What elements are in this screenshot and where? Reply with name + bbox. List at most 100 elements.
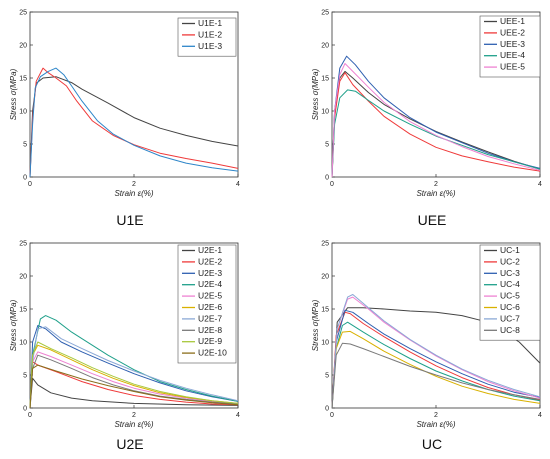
x-tick-label: 2 <box>434 181 438 188</box>
panel-caption: UC <box>422 436 442 452</box>
x-axis-label: Strain ε(%) <box>114 189 153 198</box>
legend-label-u2e-10: U2E-10 <box>198 348 227 358</box>
legend-label-u2e-5: U2E-5 <box>198 291 222 301</box>
y-axis-label: Stress σ(MPa) <box>311 68 320 120</box>
series-line-uee-5 <box>331 63 541 178</box>
x-tick-label: 4 <box>538 412 542 419</box>
y-tick-label: 10 <box>321 109 329 116</box>
y-tick-label: 5 <box>325 373 329 380</box>
x-tick-label: 2 <box>132 181 136 188</box>
y-tick-label: 15 <box>321 76 329 83</box>
legend-label-uc-1: UC-1 <box>500 245 520 255</box>
series-line-uc-3 <box>331 309 541 409</box>
x-axis-label: Strain ε(%) <box>416 420 455 429</box>
y-tick-label: 0 <box>23 175 27 182</box>
y-tick-label: 25 <box>19 10 27 17</box>
y-tick-label: 10 <box>19 109 27 116</box>
legend-label-uee-1: UEE-1 <box>500 16 525 26</box>
legend-label-uc-6: UC-6 <box>500 302 520 312</box>
series-line-uc-8 <box>331 342 541 409</box>
legend-label-uc-2: UC-2 <box>500 256 520 266</box>
chart-panel-u2e: 0 5 10 15 20 25 0 2 4 Strain ε(%) Stress σ(MPa) U2E… <box>9 241 240 453</box>
y-tick-label: 20 <box>19 43 27 50</box>
y-tick-label: 25 <box>321 10 329 17</box>
y-tick-label: 0 <box>325 406 329 413</box>
legend-label-uc-5: UC-5 <box>500 291 520 301</box>
series-line-uee-1 <box>331 70 541 178</box>
legend-label-u1e-2: U1E-2 <box>198 29 222 39</box>
series-line-u2e-3 <box>29 325 239 409</box>
y-tick-label: 10 <box>321 340 329 347</box>
series-line-u2e-8 <box>29 354 239 409</box>
series-line-u2e-9 <box>29 341 239 409</box>
legend-label-uc-7: UC-7 <box>500 313 520 323</box>
legend-label-uee-5: UEE-5 <box>500 62 525 72</box>
y-tick-label: 5 <box>23 142 27 149</box>
legend: UC-1UC-2 UC-3UC-4 UC-5UC-6UC-7 UC-8 <box>479 244 541 341</box>
series-line-u2e-4 <box>29 315 239 409</box>
series-line-uee-4 <box>331 89 541 178</box>
panel-caption: U2E <box>116 436 143 452</box>
series-line-uee-2 <box>331 72 541 178</box>
legend-label-u1e-1: U1E-1 <box>198 18 222 28</box>
x-tick-label: 4 <box>236 412 240 419</box>
y-tick-label: 15 <box>19 76 27 83</box>
series-line-u1e-3 <box>29 67 239 178</box>
legend-label-u2e-1: U2E-1 <box>198 245 222 255</box>
x-tick-label: 0 <box>330 181 334 188</box>
legend-label-u2e-7: U2E-7 <box>198 313 222 323</box>
y-tick-label: 20 <box>19 274 27 281</box>
series-line-u2e-10 <box>29 364 239 409</box>
y-tick-label: 0 <box>23 406 27 413</box>
chart-panel-uc: 0 5 10 15 20 25 0 2 4 Strain ε(%) Stress σ(MPa) UC-… <box>311 241 542 453</box>
legend-box <box>479 244 541 341</box>
legend-box <box>177 244 237 364</box>
x-axis-label: Strain ε(%) <box>416 189 455 198</box>
y-tick-label: 20 <box>321 43 329 50</box>
y-axis-label: Stress σ(MPa) <box>311 299 320 351</box>
x-tick-label: 4 <box>236 181 240 188</box>
y-tick-label: 15 <box>19 307 27 314</box>
chart-panel-u1e: 0 5 10 15 20 25 0 2 4 Strain ε(%) Stress σ(MPa) U1E… <box>9 10 240 229</box>
legend-label-uc-8: UC-8 <box>500 325 520 335</box>
legend-label-u1e-3: U1E-3 <box>198 41 222 51</box>
y-tick-label: 25 <box>19 241 27 248</box>
series-line-u1e-2 <box>29 67 239 178</box>
legend-label-u2e-9: U2E-9 <box>198 336 222 346</box>
y-axis-label: Stress σ(MPa) <box>9 68 18 120</box>
y-tick-label: 5 <box>23 373 27 380</box>
x-tick-label: 0 <box>28 412 32 419</box>
series-line-uc-7 <box>331 294 541 409</box>
series-line-u2e-2 <box>29 361 239 409</box>
y-tick-label: 15 <box>321 307 329 314</box>
chart-panel-uee: 0 5 10 15 20 25 0 2 4 Strain ε(%) Stress σ(MPa) UEE… <box>311 10 542 229</box>
panel-caption: UEE <box>418 212 447 228</box>
y-tick-label: 25 <box>321 241 329 248</box>
y-tick-label: 5 <box>325 142 329 149</box>
series-line-u2e-1 <box>29 377 239 409</box>
legend-label-uee-3: UEE-3 <box>500 39 525 49</box>
y-tick-label: 10 <box>19 340 27 347</box>
series-line-uee-3 <box>331 55 541 178</box>
series-line-uc-6 <box>331 330 541 409</box>
x-tick-label: 2 <box>434 412 438 419</box>
y-tick-label: 20 <box>321 274 329 281</box>
legend-label-u2e-6: U2E-6 <box>198 302 222 312</box>
legend-label-u2e-8: U2E-8 <box>198 325 222 335</box>
series-line-uc-5 <box>331 296 541 409</box>
y-axis-label: Stress σ(MPa) <box>9 299 18 351</box>
legend-label-uc-4: UC-4 <box>500 279 520 289</box>
y-tick-label: 0 <box>325 175 329 182</box>
legend-label-u2e-4: U2E-4 <box>198 279 222 289</box>
x-axis-label: Strain ε(%) <box>114 420 153 429</box>
legend-label-uee-2: UEE-2 <box>500 27 525 37</box>
legend-box <box>177 17 237 57</box>
legend-label-u2e-3: U2E-3 <box>198 268 222 278</box>
x-tick-label: 2 <box>132 412 136 419</box>
series-line-u2e-7 <box>29 326 239 409</box>
legend-label-u2e-2: U2E-2 <box>198 256 222 266</box>
